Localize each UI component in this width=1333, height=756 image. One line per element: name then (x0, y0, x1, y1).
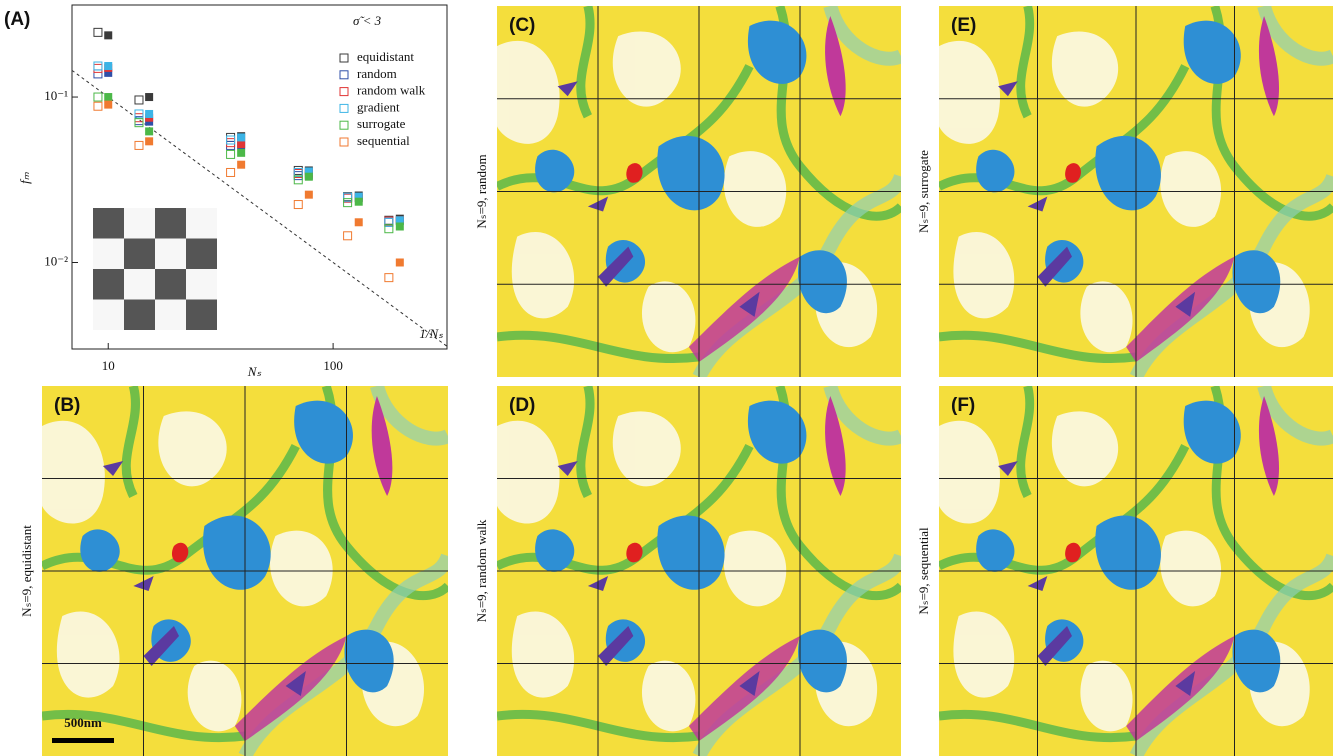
filled-marker (237, 133, 245, 141)
open-marker (227, 136, 235, 144)
legend-label: random (357, 66, 397, 81)
panel-caption: Nₛ=9, random walk (474, 519, 489, 622)
legend-marker (340, 71, 348, 79)
filled-marker (237, 161, 245, 169)
filled-marker (355, 198, 363, 206)
inset-cell (186, 239, 217, 270)
filled-marker (145, 137, 153, 145)
scale-bar (52, 738, 114, 743)
inset-cell (124, 208, 155, 239)
y-tick-label: 10⁻¹ (44, 88, 68, 103)
x-axis-label: Nₛ (247, 364, 262, 379)
panel-label: (F) (951, 395, 975, 416)
open-marker (94, 93, 102, 101)
chart: (A) 10 100 10⁻¹ 10⁻² Nₛ fₘ 1/Nₛ σ̃ < 3 equidista… (4, 5, 447, 379)
image-panel: (E) Nₛ=9, surrogate (916, 6, 1333, 377)
reference-label: 1/Nₛ (419, 326, 443, 341)
legend-marker (340, 104, 348, 112)
panel-label: (C) (509, 15, 535, 36)
inset-cell (124, 239, 155, 270)
inset-cell (186, 300, 217, 331)
inset-cell (186, 208, 217, 239)
filled-marker (355, 218, 363, 226)
open-marker (94, 62, 102, 70)
open-marker (227, 133, 235, 141)
open-marker (94, 102, 102, 110)
y-axis-label: fₘ (17, 171, 32, 184)
filled-marker (104, 62, 112, 70)
filled-marker (305, 191, 313, 199)
filled-marker (104, 101, 112, 109)
image-panel: (D) Nₛ=9, random walk (474, 386, 901, 756)
image-panel: (C) Nₛ=9, random (474, 6, 901, 377)
legend-label: random walk (357, 83, 426, 98)
scale-bar-label: 500nm (64, 715, 102, 730)
panel-caption: Nₛ=9, random (474, 154, 489, 228)
open-marker (227, 139, 235, 147)
open-marker (135, 96, 143, 104)
legend-marker (340, 88, 348, 96)
legend-label: gradient (357, 99, 400, 114)
legend-label: sequential (357, 133, 410, 148)
legend-marker (340, 54, 348, 62)
filled-marker (145, 127, 153, 135)
inset-cell (93, 300, 124, 331)
filled-marker (145, 110, 153, 118)
filled-marker (104, 93, 112, 101)
panel-label: (E) (951, 15, 976, 36)
open-marker (294, 201, 302, 209)
panel-label: (A) (4, 9, 30, 30)
image-panel: (F) Nₛ=9, sequential (916, 386, 1333, 756)
y-tick-label: 10⁻² (44, 253, 68, 268)
legend-label: equidistant (357, 49, 414, 64)
open-marker (294, 166, 302, 174)
inset-cell (124, 269, 155, 300)
inset-cell (93, 208, 124, 239)
inset-cell (155, 208, 186, 239)
inset-cell (93, 269, 124, 300)
open-marker (385, 274, 393, 282)
open-marker (94, 28, 102, 36)
legend-marker (340, 138, 348, 146)
open-marker (227, 168, 235, 176)
x-tick-label: 100 (323, 358, 343, 373)
open-marker (94, 64, 102, 72)
filled-marker (104, 31, 112, 39)
open-marker (135, 141, 143, 149)
open-marker (344, 199, 352, 207)
inset-cell (186, 269, 217, 300)
open-marker (94, 70, 102, 78)
open-marker (227, 141, 235, 149)
image-panels: (B) Nₛ=9, equidistant (C) Nₛ=9, random (D) Nₛ… (19, 6, 1333, 756)
open-marker (135, 119, 143, 127)
image-panel: (B) Nₛ=9, equidistant (19, 386, 448, 756)
filled-marker (237, 149, 245, 157)
inset-cell (155, 269, 186, 300)
inset-cell (93, 239, 124, 270)
filled-marker (145, 93, 153, 101)
inset-cell (155, 239, 186, 270)
panel-label: (D) (509, 395, 535, 416)
filled-marker (396, 223, 404, 231)
inset-cell (155, 300, 186, 331)
x-tick-label: 10 (102, 358, 115, 373)
inset-pattern (93, 208, 217, 330)
panel-caption: Nₛ=9, equidistant (19, 525, 34, 617)
inset-cell (124, 300, 155, 331)
open-marker (227, 150, 235, 158)
legend-label: surrogate (357, 116, 406, 131)
legend-title: σ̃ < 3 (353, 13, 382, 28)
filled-marker (396, 258, 404, 266)
legend-marker (340, 121, 348, 129)
filled-marker (305, 173, 313, 181)
open-marker (344, 232, 352, 240)
panel-caption: Nₛ=9, surrogate (916, 150, 931, 233)
panel-label: (B) (54, 395, 80, 416)
figure: (B) Nₛ=9, equidistant (C) Nₛ=9, random (D) Nₛ… (0, 0, 1333, 756)
panel-caption: Nₛ=9, sequential (916, 527, 931, 615)
